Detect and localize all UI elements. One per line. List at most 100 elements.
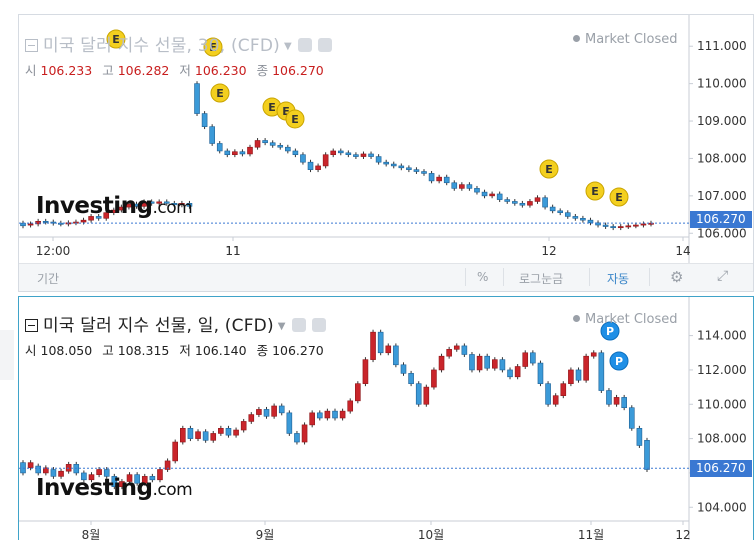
candle bbox=[602, 224, 609, 227]
candle bbox=[163, 201, 170, 204]
candle bbox=[636, 428, 643, 446]
price-tick-label: 109.000 bbox=[697, 114, 747, 128]
event-marker-label: E bbox=[615, 191, 623, 204]
candle bbox=[362, 359, 369, 384]
candle bbox=[43, 467, 49, 474]
event-marker-label: E bbox=[268, 101, 276, 114]
event-marker-circle[interactable] bbox=[203, 37, 223, 57]
price-tick-label: 112.000 bbox=[697, 363, 747, 377]
time-tick-label: 12 bbox=[541, 244, 556, 258]
log-scale-button[interactable]: 로그눈금 bbox=[519, 272, 564, 286]
candle bbox=[530, 352, 536, 364]
event-marker-circle[interactable] bbox=[600, 321, 620, 341]
investing-logo: Investing.com bbox=[36, 193, 193, 219]
chevron-down-icon[interactable]: ▼ bbox=[277, 321, 286, 332]
gear-icon[interactable] bbox=[311, 318, 326, 332]
candle bbox=[80, 219, 87, 223]
settings-gear-icon[interactable]: ⚙ bbox=[670, 268, 684, 286]
chart-toolbar: 기간 % 로그눈금 자동 ⚙ ⤢ bbox=[19, 263, 753, 291]
candle bbox=[613, 397, 620, 405]
candle bbox=[606, 390, 612, 405]
event-marker-circle[interactable] bbox=[106, 29, 126, 49]
candle bbox=[572, 216, 579, 219]
collapse-icon[interactable] bbox=[25, 319, 38, 332]
price-tick-label: 104.000 bbox=[697, 500, 747, 514]
event-marker-circle[interactable] bbox=[539, 159, 559, 179]
candle bbox=[549, 206, 556, 212]
auto-scale-button[interactable]: 자동 bbox=[607, 272, 630, 286]
candle bbox=[81, 472, 87, 481]
candle bbox=[368, 153, 374, 157]
candle bbox=[27, 223, 34, 226]
candle bbox=[644, 440, 650, 470]
candle bbox=[385, 345, 392, 354]
status-dot-icon bbox=[573, 315, 580, 322]
time-tick-label: 12:00 bbox=[36, 244, 71, 258]
candle bbox=[330, 150, 337, 156]
candle bbox=[393, 345, 399, 366]
candle bbox=[269, 142, 276, 146]
period-button[interactable]: 기간 bbox=[37, 272, 60, 286]
chart-panel-daily[interactable]: 114.000112.000110.000108.000106.000104.0… bbox=[18, 296, 754, 540]
price-chart-30min[interactable]: 111.000 110.000 109.000 108.000 107.000 106.0… bbox=[19, 15, 753, 263]
candle bbox=[111, 476, 118, 487]
candle bbox=[640, 223, 647, 226]
candle bbox=[50, 469, 57, 477]
candle bbox=[580, 217, 586, 221]
event-marker-circle[interactable] bbox=[609, 187, 629, 207]
chart-panel-30min[interactable]: 111.000 110.000 109.000 108.000 107.000 106.0… bbox=[18, 14, 754, 292]
price-tick-label: 108.000 bbox=[697, 432, 747, 446]
candle bbox=[315, 165, 321, 170]
candle bbox=[322, 154, 329, 167]
candle bbox=[240, 421, 247, 431]
candle bbox=[156, 201, 162, 204]
candle bbox=[406, 167, 412, 170]
candle bbox=[560, 383, 567, 396]
collapse-icon[interactable] bbox=[25, 39, 38, 52]
candle bbox=[345, 152, 352, 156]
candle bbox=[42, 220, 49, 223]
candle bbox=[20, 462, 26, 474]
candle bbox=[415, 383, 422, 405]
candle bbox=[148, 201, 155, 204]
time-tick-label: 11 bbox=[225, 244, 240, 258]
candle bbox=[481, 191, 488, 197]
candle bbox=[187, 428, 194, 439]
candle bbox=[103, 469, 110, 477]
time-tick-label: 11 bbox=[225, 244, 240, 258]
candle bbox=[431, 369, 437, 388]
chevron-down-icon[interactable]: ▼ bbox=[283, 41, 292, 52]
candle bbox=[507, 369, 513, 378]
candle bbox=[103, 212, 110, 219]
earnings-event-marker: E bbox=[285, 109, 305, 129]
event-marker-label: E bbox=[112, 33, 120, 46]
event-marker-circle[interactable] bbox=[609, 351, 629, 371]
candle bbox=[383, 161, 389, 165]
candle bbox=[277, 145, 284, 148]
fullscreen-icon[interactable]: ⤢ bbox=[717, 268, 729, 284]
candle bbox=[590, 352, 597, 357]
candle bbox=[209, 126, 215, 144]
percent-button[interactable]: % bbox=[477, 270, 489, 284]
event-marker-circle[interactable] bbox=[585, 181, 605, 201]
event-marker-circle[interactable] bbox=[210, 83, 230, 103]
candle bbox=[233, 429, 239, 436]
candle bbox=[466, 184, 473, 189]
candle bbox=[210, 433, 217, 441]
price-tick-label: 111.000 bbox=[697, 39, 747, 53]
gear-icon[interactable] bbox=[317, 38, 332, 52]
candle bbox=[459, 184, 465, 189]
candle bbox=[324, 410, 331, 419]
eye-icon[interactable] bbox=[291, 318, 306, 332]
candle bbox=[621, 397, 627, 409]
candle bbox=[35, 220, 41, 225]
candle bbox=[436, 176, 442, 182]
candle bbox=[248, 414, 255, 422]
candle bbox=[443, 176, 450, 184]
eye-icon[interactable] bbox=[297, 38, 312, 52]
event-marker-label: E bbox=[282, 105, 290, 118]
ohlc-readout: 시 108.050 고 108.315 저 106.140 종 106.270 bbox=[25, 343, 324, 358]
candle bbox=[263, 409, 270, 417]
event-marker-circle[interactable] bbox=[285, 109, 305, 129]
price-tick-label: 114.000 bbox=[697, 329, 747, 343]
